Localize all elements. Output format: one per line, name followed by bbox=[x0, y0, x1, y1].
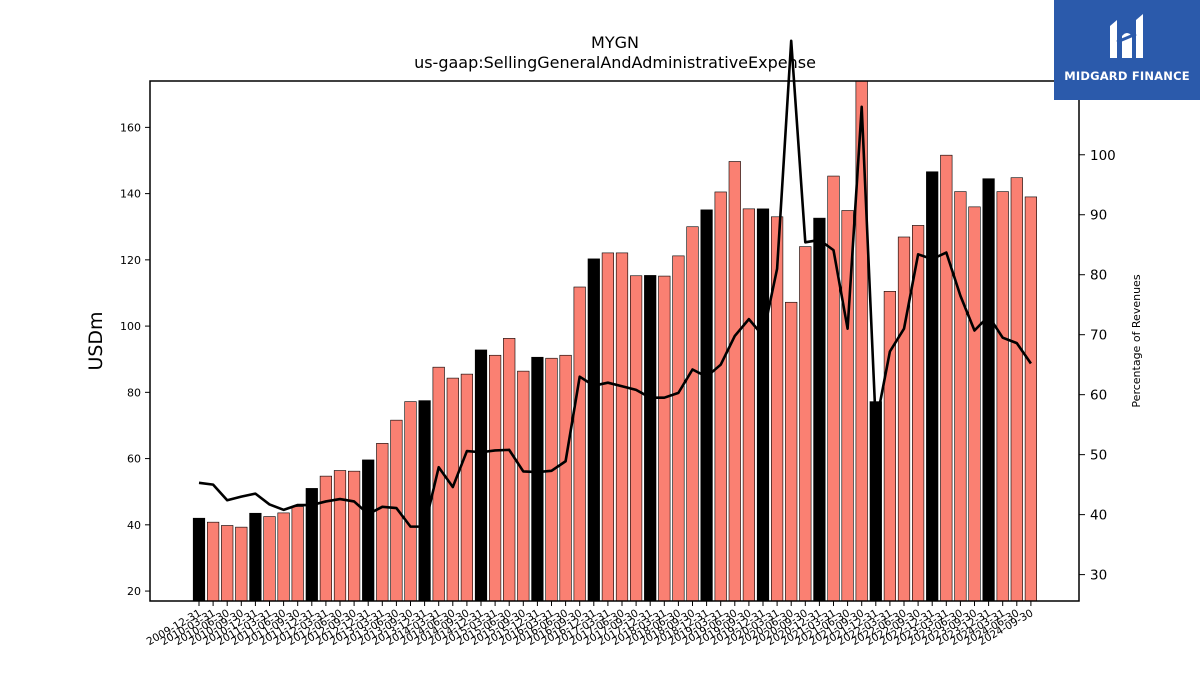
y2-tick-label: 100 bbox=[1090, 148, 1116, 164]
y2-axis-ticks: 30 40 50 60 70 80 90 100 bbox=[1079, 148, 1116, 584]
bar bbox=[756, 208, 770, 602]
bar bbox=[192, 517, 206, 602]
bar bbox=[235, 526, 248, 602]
x-axis-ticks: 2009-12-312010-03-312010-06-302010-09-30… bbox=[145, 601, 1035, 648]
chart-subtitle: us-gaap:SellingGeneralAndAdministrativeE… bbox=[414, 53, 816, 72]
bar bbox=[474, 349, 488, 602]
bar bbox=[827, 175, 840, 602]
y2-tick-label: 30 bbox=[1090, 568, 1107, 584]
bar bbox=[488, 354, 502, 602]
bar bbox=[503, 338, 516, 602]
bar bbox=[799, 246, 812, 602]
bar bbox=[785, 301, 798, 602]
bar bbox=[1024, 196, 1037, 602]
bar bbox=[559, 354, 572, 602]
bar bbox=[869, 401, 882, 602]
bar bbox=[813, 217, 826, 602]
y-tick-label: 120 bbox=[120, 254, 141, 267]
y-tick-label: 140 bbox=[120, 188, 141, 201]
bar bbox=[968, 206, 981, 602]
y-tick-label: 40 bbox=[127, 519, 141, 532]
bar bbox=[333, 470, 347, 602]
brand-logo: MIDGARD FINANCE bbox=[1054, 0, 1200, 100]
bar bbox=[897, 236, 911, 602]
plot-frame bbox=[149, 80, 1080, 602]
bar bbox=[277, 512, 290, 602]
bar bbox=[460, 373, 474, 602]
y-tick-label: 160 bbox=[120, 121, 141, 134]
bar bbox=[376, 443, 389, 602]
bar bbox=[249, 512, 262, 602]
bar bbox=[728, 161, 741, 602]
bar bbox=[347, 470, 361, 602]
bar bbox=[700, 209, 713, 602]
bar bbox=[954, 191, 967, 602]
bar bbox=[587, 258, 600, 602]
bar bbox=[658, 275, 671, 602]
bar bbox=[207, 521, 220, 602]
bar bbox=[221, 525, 234, 602]
y2-tick-label: 80 bbox=[1090, 268, 1107, 284]
bar bbox=[982, 178, 995, 602]
bar bbox=[418, 400, 431, 602]
y2-tick-label: 70 bbox=[1090, 328, 1107, 344]
y2-tick-label: 90 bbox=[1090, 208, 1107, 224]
y-tick-label: 80 bbox=[127, 386, 141, 399]
y2-tick-label: 60 bbox=[1090, 388, 1107, 404]
bar bbox=[926, 171, 939, 602]
bar bbox=[714, 191, 727, 602]
ratio-line-series bbox=[198, 39, 1032, 528]
y2-tick-label: 50 bbox=[1090, 448, 1107, 464]
y2-tick-label: 40 bbox=[1090, 508, 1107, 524]
ratio-line bbox=[198, 39, 1032, 528]
bar bbox=[644, 275, 657, 602]
y-tick-label: 100 bbox=[120, 320, 141, 333]
bar bbox=[629, 275, 643, 602]
bar bbox=[601, 252, 614, 602]
bar bbox=[573, 286, 586, 602]
bar bbox=[319, 475, 333, 602]
bar bbox=[742, 208, 755, 602]
brand-name: MIDGARD FINANCE bbox=[1064, 69, 1190, 83]
bar bbox=[883, 291, 896, 602]
bar bbox=[940, 154, 953, 602]
y-tick-label: 20 bbox=[127, 585, 141, 598]
bar bbox=[263, 516, 276, 602]
bar bbox=[404, 401, 417, 602]
bar bbox=[686, 226, 699, 602]
bar bbox=[362, 459, 375, 602]
bar bbox=[390, 419, 403, 602]
y-axis-ticks: 20 40 60 80 100 120 140 160 bbox=[120, 121, 150, 598]
y2-axis-label: Percentage of Revenues bbox=[1130, 274, 1143, 407]
bar bbox=[1010, 177, 1023, 602]
bar bbox=[517, 370, 530, 602]
bar-series bbox=[192, 80, 1037, 602]
bar bbox=[531, 356, 544, 602]
chart-title: MYGN bbox=[591, 33, 639, 52]
bar bbox=[996, 191, 1009, 602]
bar bbox=[545, 357, 558, 602]
bar bbox=[291, 506, 304, 602]
bar bbox=[615, 252, 629, 602]
bar bbox=[672, 255, 685, 602]
y-tick-label: 60 bbox=[127, 453, 141, 466]
bar bbox=[446, 377, 459, 602]
midgard-logo-icon bbox=[1110, 14, 1143, 58]
y-axis-label: USDm bbox=[85, 311, 107, 370]
